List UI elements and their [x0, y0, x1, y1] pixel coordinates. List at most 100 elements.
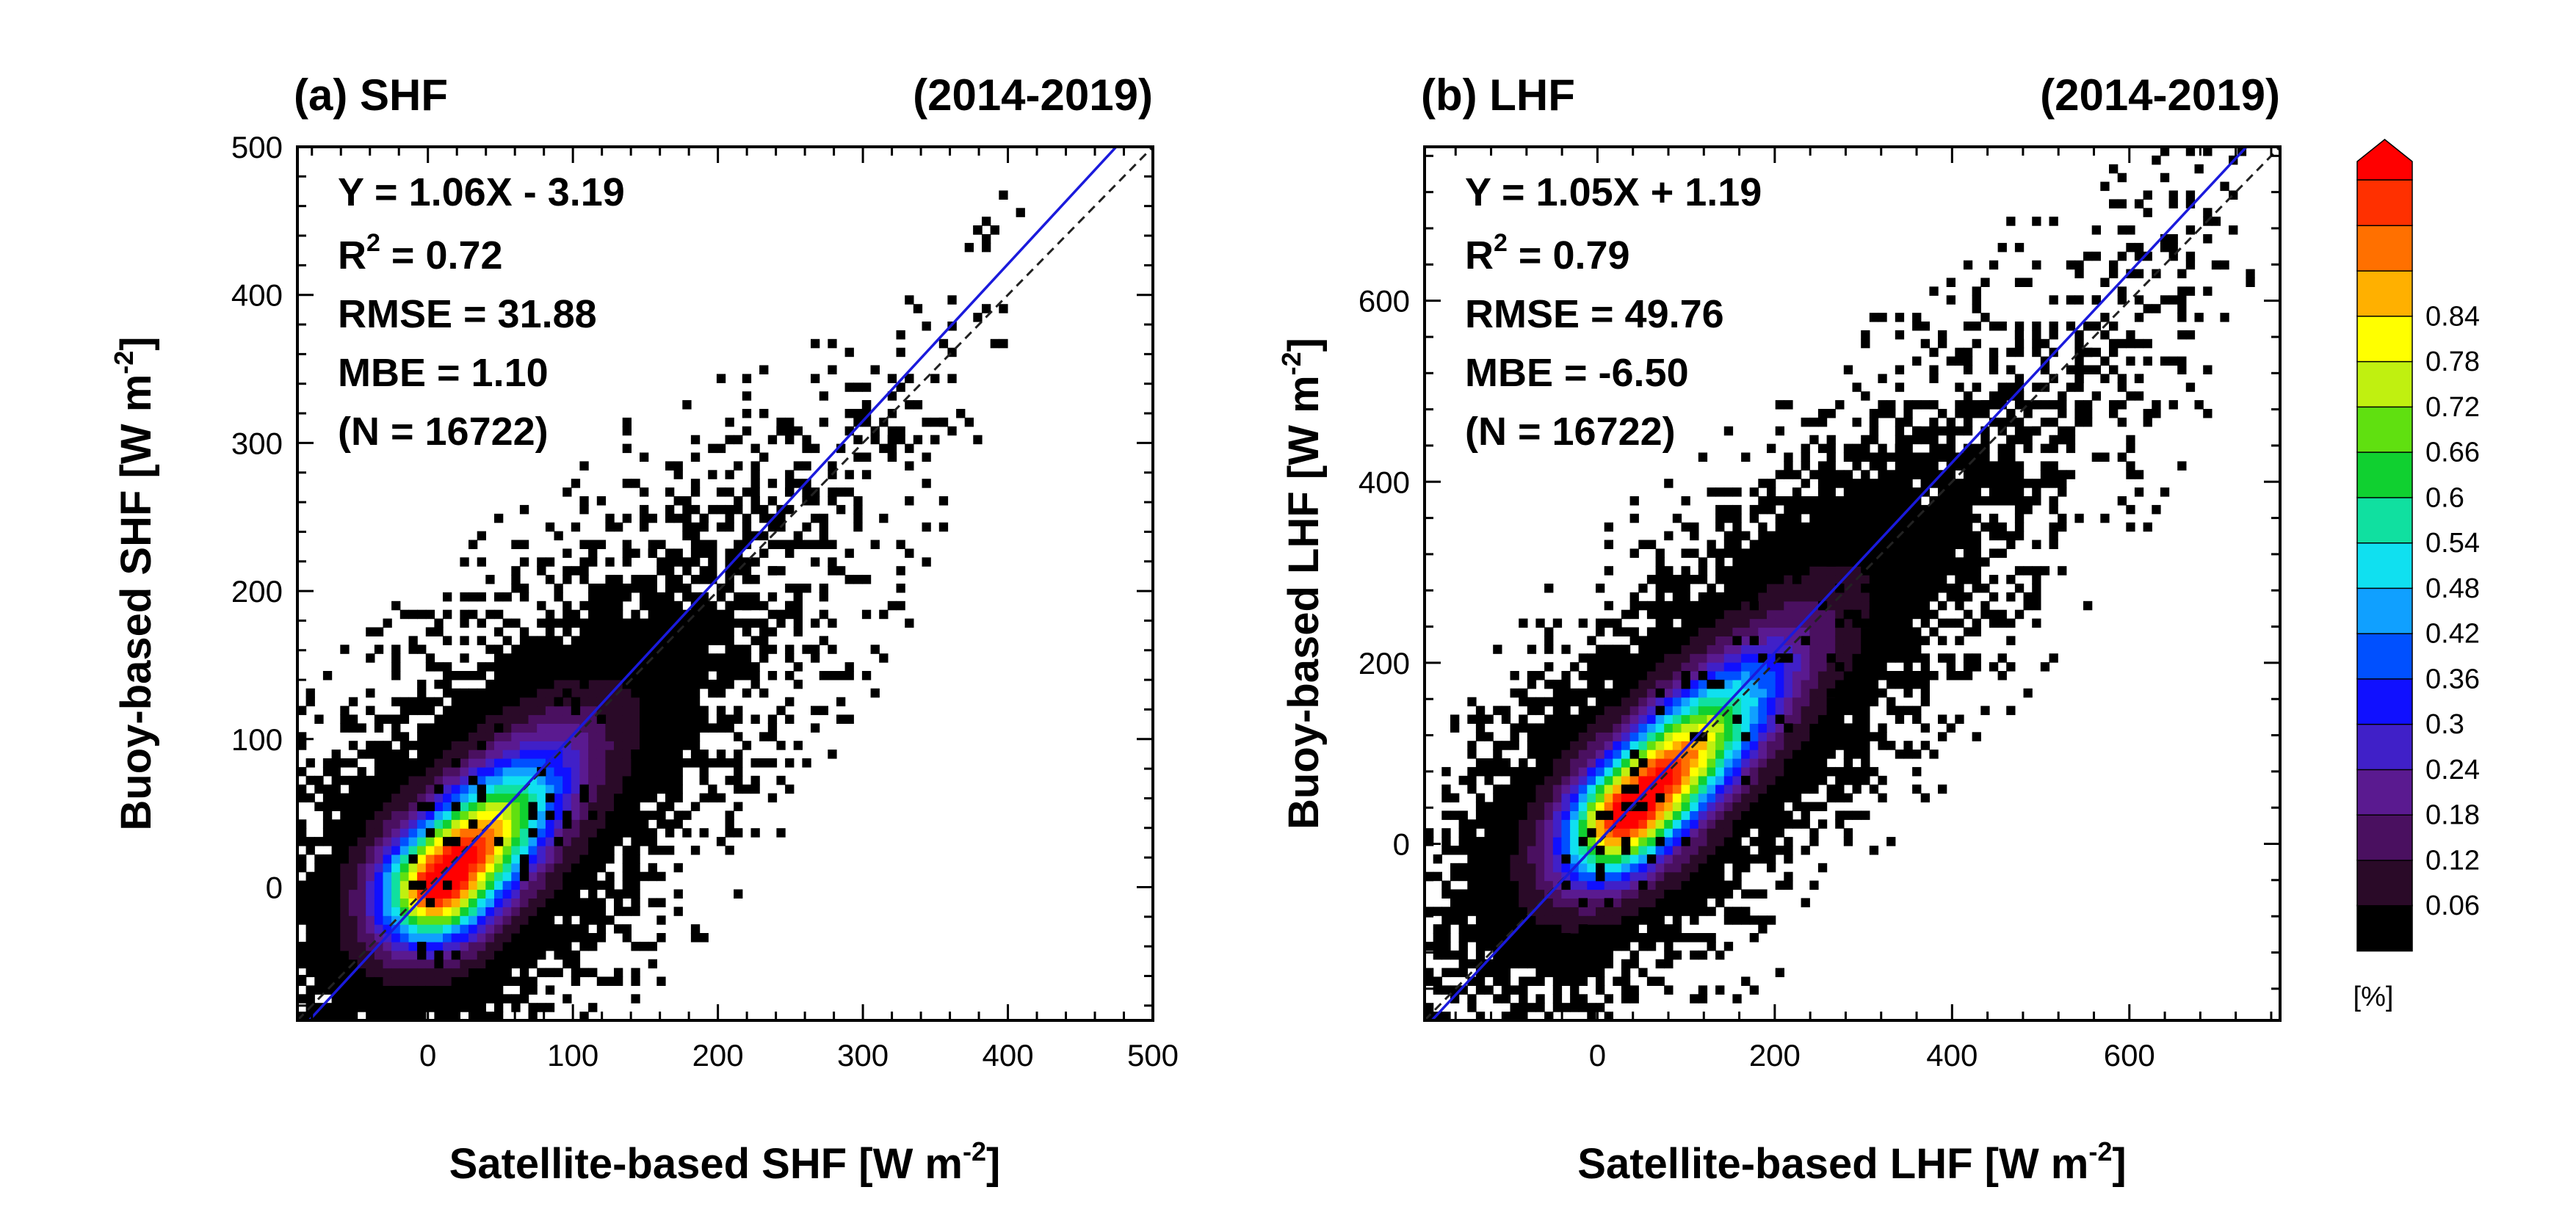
heatmap-cell: [1980, 313, 1990, 322]
heatmap-cell: [528, 688, 538, 698]
heatmap-cell: [1938, 714, 1947, 724]
heatmap-cell: [1826, 714, 1836, 724]
heatmap-cell: [1458, 810, 1468, 820]
heatmap-cell: [1775, 584, 1784, 593]
heatmap-cell: [1775, 732, 1784, 741]
heatmap-cell: [408, 1012, 418, 1020]
heatmap-cell: [1715, 985, 1725, 995]
heatmap-cell: [528, 854, 538, 864]
heatmap-cell: [391, 645, 401, 654]
heatmap-cell: [485, 985, 495, 995]
heatmap-cell: [1869, 479, 1879, 488]
heatmap-cell: [1741, 854, 1751, 864]
heatmap-cell: [1552, 697, 1563, 707]
heatmap-cell: [1707, 880, 1716, 890]
heatmap-cell: [665, 575, 675, 584]
heatmap-cell: [1963, 347, 1973, 358]
heatmap-cell: [1758, 645, 1768, 654]
heatmap-cell: [391, 802, 401, 811]
heatmap-cell: [1767, 741, 1776, 750]
heatmap-cell: [793, 540, 803, 549]
heatmap-cell: [1535, 889, 1545, 899]
heatmap-cell: [1878, 741, 1887, 750]
heatmap-cell: [1535, 1003, 1545, 1012]
heatmap-cell: [494, 802, 504, 811]
heatmap-cell: [1672, 863, 1682, 873]
heatmap-cell: [399, 933, 410, 943]
heatmap-cell: [1963, 260, 1973, 270]
heatmap-cell: [1741, 645, 1751, 654]
heatmap-cell: [314, 1012, 324, 1020]
heatmap-cell: [802, 758, 811, 768]
heatmap-cell: [588, 854, 598, 864]
heatmap-cell: [1698, 837, 1708, 846]
heatmap-cell: [460, 828, 469, 838]
heatmap-cell: [665, 775, 675, 785]
heatmap-cell: [682, 400, 692, 410]
heatmap-cell: [1467, 846, 1477, 855]
heatmap-cell: [1886, 557, 1896, 567]
heatmap-cell: [1801, 557, 1810, 567]
heatmap-cell: [631, 636, 640, 645]
heatmap-cell: [1732, 802, 1742, 811]
heatmap-cell: [434, 758, 444, 768]
heatmap-cell: [605, 662, 615, 672]
heatmap-cell: [1552, 741, 1563, 750]
x-tick-label: 200: [692, 1038, 744, 1073]
heatmap-cell: [1655, 924, 1665, 934]
heatmap-cell: [1646, 697, 1657, 707]
heatmap-cell: [1467, 750, 1477, 759]
heatmap-cell: [1732, 645, 1742, 654]
heatmap-cell: [348, 907, 358, 916]
heatmap-cell: [725, 504, 734, 515]
heatmap-cell: [1775, 557, 1784, 567]
heatmap-cell: [357, 837, 366, 846]
heatmap-cell: [596, 645, 607, 654]
heatmap-cell: [699, 793, 709, 803]
heatmap-cell: [1467, 880, 1477, 890]
heatmap-cell: [588, 898, 598, 907]
heatmap-cell: [460, 697, 469, 707]
heatmap-cell: [579, 846, 589, 855]
heatmap-cell: [425, 741, 435, 750]
heatmap-cell: [1741, 671, 1751, 681]
heatmap-cell: [1519, 863, 1528, 873]
heatmap-cell: [1629, 898, 1639, 907]
heatmap-cell: [331, 854, 341, 864]
heatmap-cell: [460, 705, 469, 716]
heatmap-cell: [853, 496, 863, 506]
heatmap-cell: [631, 645, 640, 654]
heatmap-cell: [1886, 837, 1896, 846]
heatmap-cell: [1646, 915, 1657, 925]
heatmap-cell: [665, 723, 675, 733]
heatmap-cell: [357, 828, 366, 838]
heatmap-cell: [434, 819, 444, 829]
heatmap-cell: [545, 793, 555, 803]
heatmap-cell: [383, 741, 392, 750]
heatmap-cell: [1561, 688, 1571, 698]
heatmap-cell: [759, 758, 769, 768]
heatmap-cell: [571, 863, 581, 873]
heatmap-cell: [682, 714, 692, 724]
heatmap-cell: [451, 924, 460, 934]
heatmap-cell: [340, 775, 350, 785]
heatmap-cell: [1570, 741, 1580, 750]
heatmap-cell: [640, 819, 649, 829]
heatmap-cell: [1655, 575, 1665, 584]
heatmap-cell: [1843, 810, 1853, 820]
heatmap-cell: [443, 828, 452, 838]
heatmap-cell: [1835, 653, 1845, 663]
heatmap-cell: [297, 741, 307, 750]
heatmap-cell: [699, 758, 709, 768]
heatmap-cell: [314, 976, 324, 986]
heatmap-cell: [1758, 592, 1768, 602]
heatmap-cell: [1817, 662, 1828, 672]
heatmap-cell: [1672, 592, 1682, 602]
heatmap-cell: [1578, 880, 1588, 890]
heatmap-cell: [1817, 741, 1828, 750]
heatmap-cell: [554, 775, 563, 785]
heatmap-cell: [1912, 452, 1922, 462]
heatmap-cell: [1775, 400, 1784, 410]
heatmap-cell: [1698, 810, 1708, 820]
heatmap-cell: [494, 609, 504, 620]
